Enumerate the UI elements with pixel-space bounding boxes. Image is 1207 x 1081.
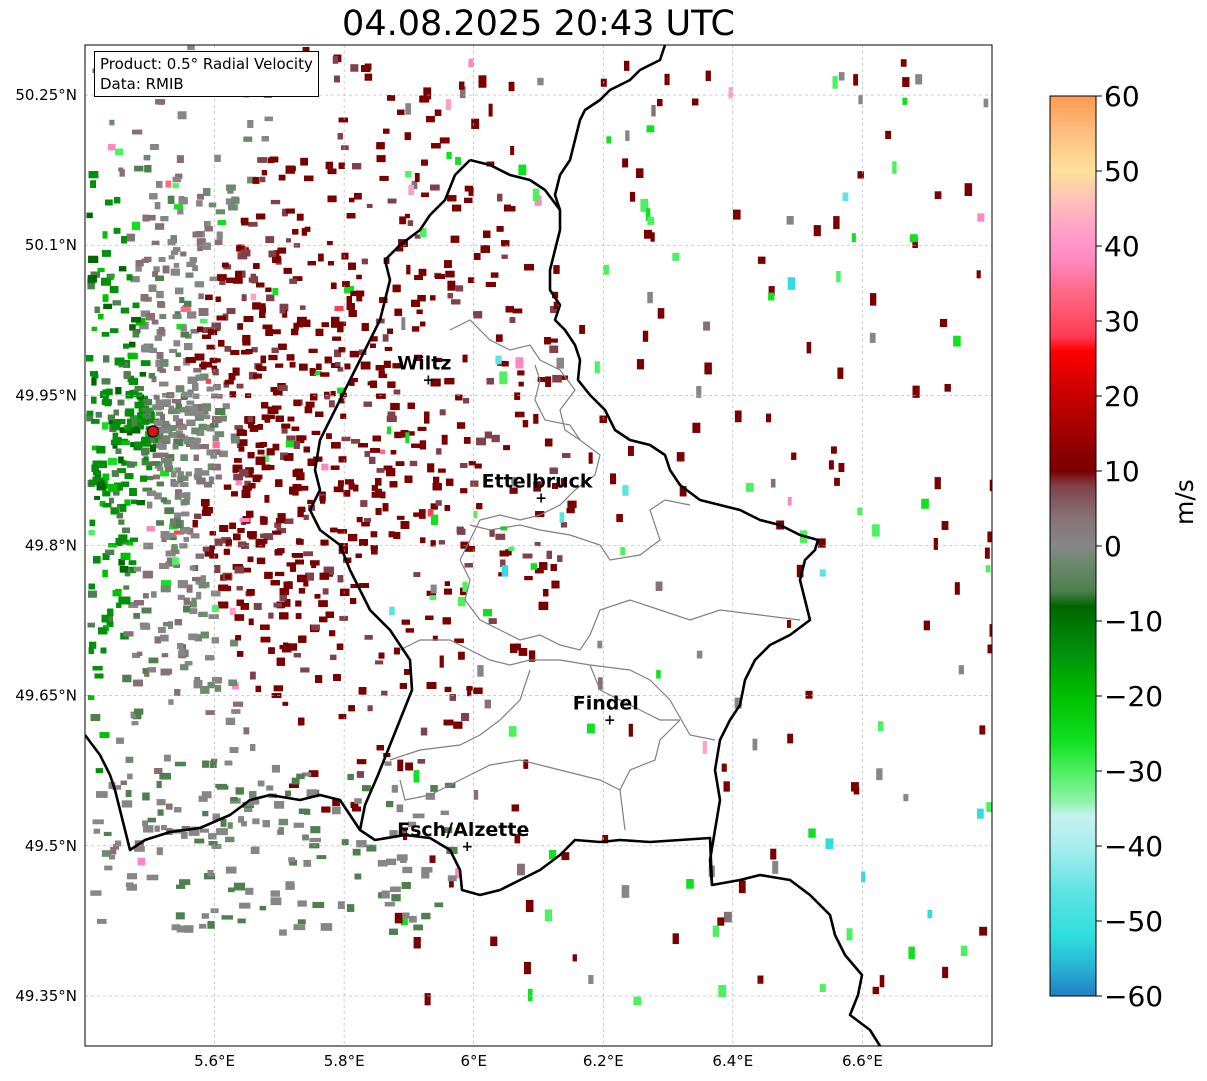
city-label: Findel: [573, 693, 639, 715]
city-marker: +: [604, 713, 616, 729]
colorbar-tick-label: −50: [1104, 905, 1163, 938]
colorbar-tick-label: 20: [1104, 380, 1140, 413]
latitude-ticks: 49.35°N 49.5°N 49.65°N 49.8°N 49.95°N 50.1°N 5…: [15, 86, 77, 1005]
city-marker: +: [422, 372, 434, 388]
canton-boundary: [399, 639, 651, 681]
lon-tick-label: 6°E: [460, 1052, 487, 1070]
city-markers: +Wiltz+Ettelbruck+Findel+Esch/Alzette: [397, 352, 639, 854]
country-border: [548, 45, 882, 1046]
city-marker: +: [535, 490, 547, 506]
lon-tick-label: 6.4°E: [712, 1052, 753, 1070]
colorbar-ticks: 60 50 40 30 20 10 0 −10 −20 −30 −40 −50 −60: [1096, 80, 1163, 1013]
lon-tick-label: 6.2°E: [583, 1052, 624, 1070]
lat-tick-label: 49.35°N: [15, 987, 77, 1005]
lon-tick-label: 5.8°E: [324, 1052, 365, 1070]
colorbar-tick-label: −30: [1104, 755, 1163, 788]
product-info-box: Product: 0.5° Radial Velocity Data: RMIB: [94, 51, 319, 97]
colorbar-tick-label: −60: [1104, 980, 1163, 1013]
colorbar-tick-label: 60: [1104, 80, 1140, 113]
colorbar-unit-label: m/s: [1170, 479, 1199, 525]
lat-tick-label: 49.8°N: [25, 537, 77, 555]
colorbar-gradient: [1049, 95, 1097, 997]
colorbar-tick-label: 10: [1104, 455, 1140, 488]
canton-boundary: [389, 669, 531, 761]
map-frame: [84, 44, 993, 1047]
colorbar-tick-label: 40: [1104, 230, 1140, 263]
longitude-ticks: 5.6°E 5.8°E 6°E 6.2°E 6.4°E 6.6°E: [194, 1052, 883, 1070]
product-label: Product: 0.5° Radial Velocity: [100, 55, 313, 73]
colorbar-tick-label: 0: [1104, 530, 1122, 563]
country-border: [308, 159, 714, 897]
colorbar: 60 50 40 30 20 10 0 −10 −20 −30 −40 −50 −60: [1049, 80, 1163, 1013]
canton-boundary: [459, 559, 801, 651]
radar-echoes: [86, 45, 992, 1006]
lat-tick-label: 49.65°N: [15, 687, 77, 705]
radar-site-marker: [146, 425, 160, 438]
canton-boundary: [469, 499, 691, 561]
map-title: 04.08.2025 20:43 UTC: [342, 4, 735, 44]
colorbar-tick-label: 50: [1104, 155, 1140, 188]
lon-tick-label: 6.6°E: [842, 1052, 883, 1070]
lon-tick-label: 5.6°E: [194, 1052, 235, 1070]
lat-tick-label: 49.95°N: [15, 386, 77, 404]
city-label: Esch/Alzette: [397, 819, 529, 841]
city-label: Ettelbruck: [482, 470, 593, 492]
colorbar-tick-label: 30: [1104, 305, 1140, 338]
lat-tick-label: 50.1°N: [25, 236, 77, 254]
country-border: [469, 158, 562, 211]
country-border: [85, 734, 362, 852]
canton-boundary: [534, 364, 581, 441]
canton-boundary: [399, 759, 626, 831]
colorbar-tick-label: −40: [1104, 830, 1163, 863]
city-marker: +: [461, 839, 473, 855]
city-label: Wiltz: [397, 352, 451, 374]
data-source-label: Data: RMIB: [100, 75, 184, 93]
canton-boundary: [589, 664, 680, 721]
canton-boundary: [619, 679, 716, 791]
colorbar-tick-label: −10: [1104, 605, 1163, 638]
lat-tick-label: 50.25°N: [15, 86, 77, 104]
lat-tick-label: 49.5°N: [25, 837, 77, 855]
colorbar-tick-label: −20: [1104, 680, 1163, 713]
